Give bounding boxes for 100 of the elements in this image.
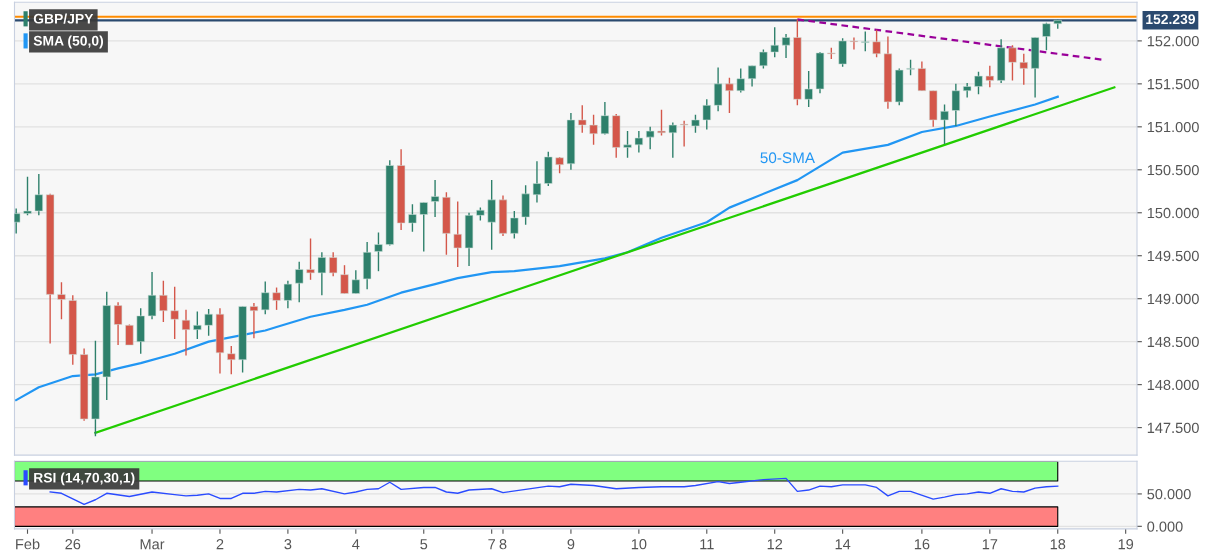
candlestick [272,286,281,311]
candlestick [261,280,270,315]
y-tick-label: 152.000 [1147,35,1199,47]
candlestick [453,200,462,268]
candlestick [34,173,43,217]
x-tick-label: 26 [65,539,81,550]
x-tick-label: 19 [1118,539,1134,550]
candlestick [532,160,542,204]
x-tick-label: 11 [700,539,714,550]
candlestick [57,281,66,321]
candlestick [747,65,757,88]
candlestick [770,26,779,58]
candlestick [317,251,326,296]
x-tick-label: 14 [835,539,851,550]
x-tick-label: 9 [567,539,575,550]
candlestick [419,201,428,253]
y-tick-label: 151.500 [1147,78,1199,90]
y-tick-label: 0.000 [1147,521,1183,532]
candlestick [838,37,847,68]
candlestick [872,29,881,58]
candlestick [646,126,655,150]
x-tick-label: 16 [914,539,930,550]
x-tick-label: Feb [16,538,40,550]
candlestick [170,285,179,340]
candlestick [23,175,32,217]
candlestick [408,203,417,233]
candlestick [781,33,791,59]
candlestick [725,77,734,114]
candlestick [691,114,700,134]
x-tick-label: 10 [631,539,647,550]
legend-label: GBP/JPY [33,13,94,24]
candlestick [578,104,587,134]
candlestick [736,67,745,94]
candlestick [1008,44,1017,82]
candlestick [1019,53,1028,86]
candlestick [249,302,259,339]
y-tick-label: 150.000 [1147,207,1199,219]
candlestick [510,210,519,240]
candlestick [985,65,994,88]
candlestick [329,251,338,278]
x-tick-label: 8 [499,539,507,550]
candlestick [963,82,972,99]
candlestick [487,179,496,251]
y-tick-label: 147.500 [1147,422,1199,434]
candlestick [804,70,813,108]
candlestick [306,237,315,281]
candlestick [759,48,768,70]
ref-line-label: 152.239 [1146,14,1196,25]
y-tick-label: 150.500 [1147,164,1199,176]
candlestick [181,309,191,357]
candlestick [351,269,360,295]
candlestick [283,279,293,309]
candlestick [1042,22,1051,52]
candlestick [849,36,859,51]
x-tick-label: 5 [420,539,428,550]
candlestick [917,60,927,92]
x-tick-label: 4 [352,539,360,550]
candlestick [951,83,960,127]
x-tick-label: Mar [140,539,165,550]
candlestick [668,121,677,159]
y-tick-label: 50.000 [1147,489,1191,500]
candlestick [159,279,168,323]
candlestick [147,271,157,321]
legend-label: RSI (14,70,30,1) [34,472,135,486]
line-series [15,95,1059,402]
candlestick [340,264,349,295]
x-tick-label: 17 [982,539,998,550]
y-tick-label: 148.500 [1147,336,1199,348]
legend-label: SMA (50,0) [33,35,104,49]
x-tick-label: 18 [1050,539,1066,550]
x-tick-label: 7 [488,539,495,550]
candlestick [657,108,666,137]
candlestick [861,30,870,52]
candlestick [974,71,983,95]
candlestick [713,66,723,113]
candlestick [430,179,440,218]
candlestick [623,130,632,159]
x-tick-label: 2 [216,539,224,550]
candlestick [125,323,134,346]
x-tick-label: 12 [767,539,783,550]
x-tick-label: 3 [284,539,292,550]
y-tick-label: 149.000 [1147,293,1199,305]
candlestick [374,231,383,272]
candlestick [193,310,202,340]
candlestick [227,345,236,376]
candlestick [113,301,123,346]
candlestick [295,261,304,303]
candlestick [589,114,598,146]
candlestick [702,98,711,131]
candlestick [521,184,530,226]
annotation: 50-SMA [760,152,815,164]
candlestick [680,120,689,148]
candlestick [634,130,643,154]
candlestick [600,101,610,136]
y-tick-label: 149.500 [1147,250,1199,262]
y-tick-label: 151.000 [1147,121,1199,133]
y-tick-label: 148.000 [1147,379,1199,391]
candlestick [204,308,213,337]
candlestick [940,103,949,145]
candlestick [14,207,21,235]
